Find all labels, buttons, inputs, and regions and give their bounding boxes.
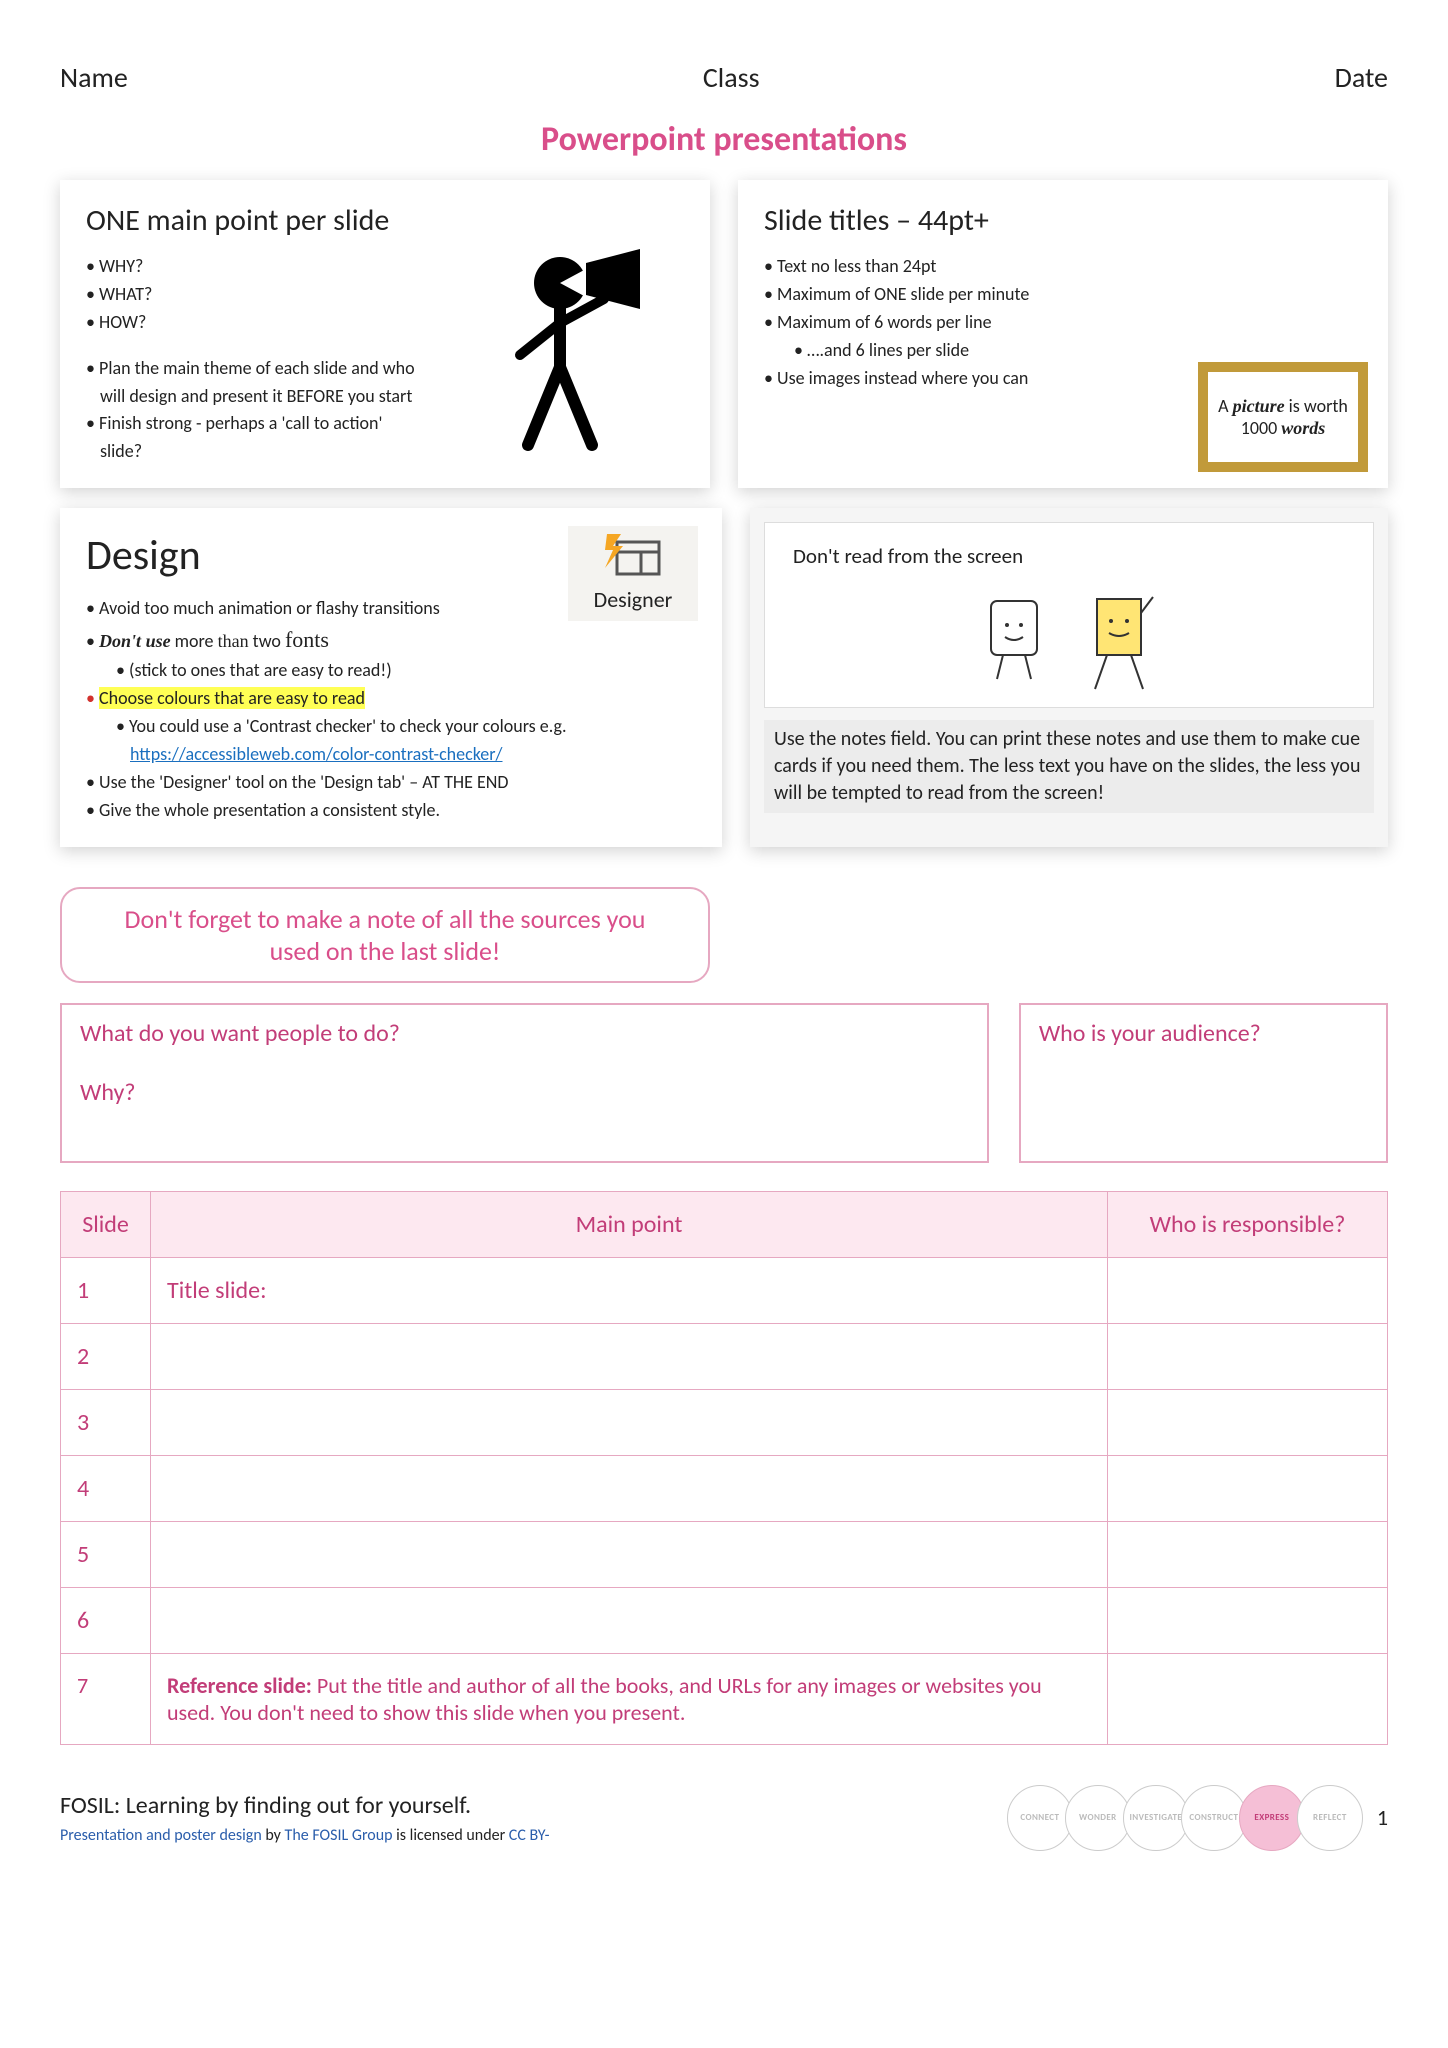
panel2-heading: Slide titles – 44pt+ [764, 202, 1362, 239]
designer-label: Designer [572, 586, 694, 613]
designer-icon [603, 532, 663, 580]
table-row-reference: 7 Reference slide: Put the title and aut… [61, 1653, 1388, 1744]
panel2-b2: Maximum of ONE slide per minute [764, 281, 1362, 309]
cell-main [151, 1521, 1108, 1587]
table-row: 3 [61, 1389, 1388, 1455]
q-why: Why? [80, 1078, 969, 1107]
page-title: Powerpoint presentations [60, 119, 1388, 160]
p3-b2: Don't use more than two fonts [86, 623, 696, 657]
header-class: Class [703, 60, 760, 95]
table-row: 6 [61, 1587, 1388, 1653]
notes-slide-preview: Don't read from the screen [764, 522, 1374, 708]
panel-design: Design Designer Avoid too much animation… [60, 508, 722, 846]
cell-main [151, 1389, 1108, 1455]
panel1-b5: Finish strong - perhaps a 'call to actio… [86, 410, 416, 466]
footer-line: FOSIL: Learning by finding out for yours… [60, 1791, 550, 1820]
table-row: 4 [61, 1455, 1388, 1521]
page-number: 1 [1377, 1804, 1388, 1831]
cell-main [151, 1587, 1108, 1653]
q-audience: Who is your audience? [1039, 1019, 1368, 1048]
cell-who [1108, 1389, 1388, 1455]
stick-figures [793, 593, 1345, 693]
p3-b3sub: You could use a 'Contrast checker' to ch… [86, 713, 696, 769]
panel-notes: Don't read from the screen [750, 508, 1388, 846]
p3-b5: Give the whole presentation a consistent… [86, 797, 696, 825]
contrast-checker-link[interactable]: https://accessibleweb.com/color-contrast… [130, 743, 503, 765]
p3-b3: Choose colours that are easy to read [86, 685, 696, 713]
panel-slide-titles: Slide titles – 44pt+ Text no less than 2… [738, 180, 1388, 488]
panel2-b1: Text no less than 24pt [764, 253, 1362, 281]
cell-slide-num: 3 [61, 1389, 151, 1455]
picture-frame: A picture is worth 1000 words [1198, 362, 1368, 472]
stick-figure-icon [979, 593, 1049, 683]
sources-callout: Don't forget to make a note of all the s… [60, 887, 710, 983]
question-boxes: What do you want people to do? Why? Who … [60, 1003, 1388, 1163]
cell-main [151, 1323, 1108, 1389]
fosil-circles: CONNECTWONDERINVESTIGATECONSTRUCTEXPRESS… [1015, 1785, 1363, 1851]
panel2-b3: Maximum of 6 words per line [764, 309, 1362, 337]
fosil-circle-wonder: WONDER [1065, 1785, 1131, 1851]
cell-who [1108, 1521, 1388, 1587]
fosil-circle-connect: CONNECT [1007, 1785, 1073, 1851]
cell-main: Reference slide: Put the title and autho… [151, 1653, 1108, 1744]
cell-main: Title slide: [151, 1257, 1108, 1323]
cell-slide-num: 6 [61, 1587, 151, 1653]
cell-slide-num: 7 [61, 1653, 151, 1744]
p3-b2sub: (stick to ones that are easy to read!) [86, 657, 696, 685]
panels-row-1: ONE main point per slide WHY? WHAT? HOW?… [60, 180, 1388, 488]
cell-who [1108, 1455, 1388, 1521]
plan-table: Slide Main point Who is responsible? 1 T… [60, 1191, 1388, 1745]
cell-slide-num: 2 [61, 1323, 151, 1389]
cell-slide-num: 1 [61, 1257, 151, 1323]
fosil-circle-investigate: INVESTIGATE [1123, 1785, 1189, 1851]
panel-one-main-point: ONE main point per slide WHY? WHAT? HOW?… [60, 180, 710, 488]
cell-who [1108, 1587, 1388, 1653]
cell-who [1108, 1257, 1388, 1323]
q-want: What do you want people to do? [80, 1019, 969, 1048]
frame-text: A picture is worth 1000 words [1208, 395, 1358, 440]
th-main: Main point [151, 1191, 1108, 1257]
p3-b4: Use the 'Designer' tool on the 'Design t… [86, 769, 696, 797]
th-who: Who is responsible? [1108, 1191, 1388, 1257]
panel1-heading: ONE main point per slide [86, 202, 684, 239]
fosil-circle-reflect: REFLECT [1297, 1785, 1363, 1851]
qbox-left: What do you want people to do? Why? [60, 1003, 989, 1163]
designer-badge: Designer [568, 526, 698, 621]
plan-tbody: 1 Title slide: 2 3 4 5 [61, 1257, 1388, 1744]
table-row: 2 [61, 1323, 1388, 1389]
qbox-right: Who is your audience? [1019, 1003, 1388, 1163]
megaphone-icon [480, 245, 650, 455]
cell-who [1108, 1323, 1388, 1389]
fosil-circle-express: EXPRESS [1239, 1785, 1305, 1851]
header-name: Name [60, 60, 128, 95]
cell-slide-num: 4 [61, 1455, 151, 1521]
header-row: Name Class Date [60, 60, 1388, 95]
notes-field-text: Use the notes field. You can print these… [764, 720, 1374, 813]
flipchart-icon [1079, 593, 1159, 693]
footer: FOSIL: Learning by finding out for yours… [60, 1785, 1388, 1851]
fosil-circle-construct: CONSTRUCT [1181, 1785, 1247, 1851]
header-date: Date [1335, 60, 1388, 95]
panel2-b3sub: ….and 6 lines per slide [764, 337, 1362, 365]
cell-main [151, 1455, 1108, 1521]
panel1-b4: Plan the main theme of each slide and wh… [86, 355, 416, 411]
table-row: 5 [61, 1521, 1388, 1587]
table-row: 1 Title slide: [61, 1257, 1388, 1323]
notes-slide-text: Don't read from the screen [793, 543, 1345, 569]
cell-slide-num: 5 [61, 1521, 151, 1587]
cell-who [1108, 1653, 1388, 1744]
panels-row-2: Design Designer Avoid too much animation… [60, 508, 1388, 846]
th-slide: Slide [61, 1191, 151, 1257]
footer-sub: Presentation and poster design by The FO… [60, 1826, 550, 1845]
